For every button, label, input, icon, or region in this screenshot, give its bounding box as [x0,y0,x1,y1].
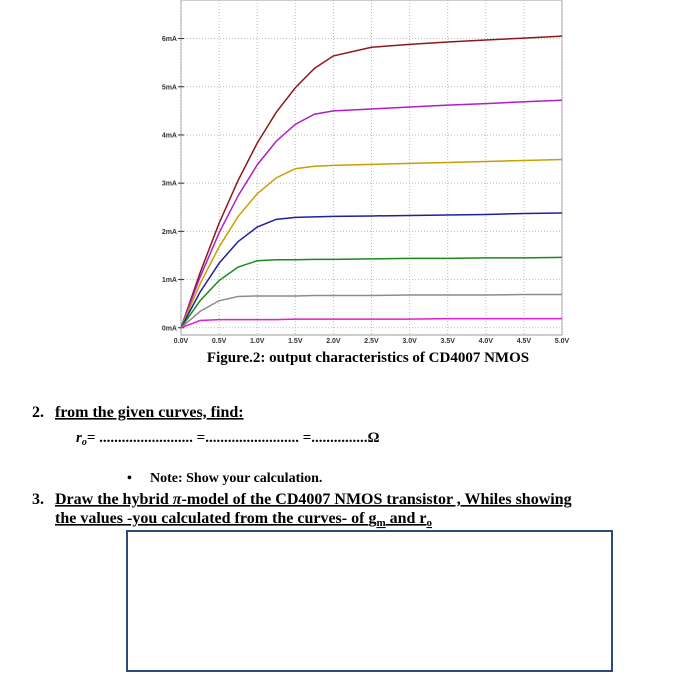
text-part: -model of the CD4007 NMOS transistor , W… [182,491,572,508]
x-tick-label: 4.5V [517,338,532,345]
curve [180,212,563,329]
curve [180,256,563,329]
x-tick-label: 1.0V [250,338,265,345]
plot-frame [180,0,563,336]
formula-symbol: r [76,430,82,446]
y-tick-label: 0mA [162,325,177,332]
question-text: Draw the hybrid π-model of the CD4007 NM… [55,491,572,508]
x-tick-label: 2.5V [364,338,379,345]
x-tick-label: 0.5V [212,338,227,345]
chart: 0.0V 0.5V 1.0V 1.5V 2.0V 2.5V 3.0V 3.5V 4.0V 4.5V… [162,0,570,345]
text-part: Draw the hybrid [55,491,173,508]
formula-subscript: o [82,437,87,448]
x-tick-label: 5.0V [555,338,570,345]
curve [180,35,563,329]
question-number: 2. [32,404,44,421]
subscript: m [376,517,385,529]
formula-rest: = ......................... =...........… [87,430,380,446]
y-tick-label: 2mA [162,229,177,236]
text-part: and r [386,510,427,527]
figure-caption: Figure.2: output characteristics of CD40… [207,350,529,366]
answer-box [126,530,613,672]
y-tick-label: 6mA [162,36,177,43]
note: Note: Show your calculation. [150,471,322,486]
curve [180,158,563,329]
x-tick-label: 0.0V [174,338,189,345]
curve [180,317,562,329]
question-text: the values -you calculated from the curv… [55,510,433,529]
y-tick-label: 4mA [162,132,177,139]
x-tick-label: 4.0V [479,338,494,345]
formula: ro= ......................... =.........… [76,430,380,448]
curve [180,99,563,329]
y-tick-label: 5mA [162,84,177,91]
subscript: o [427,517,433,529]
question-number: 3. [32,491,44,508]
x-tick-label: 1.5V [288,338,303,345]
question-text: from the given curves, find: [55,404,244,421]
bullet: • [127,471,132,486]
x-tick-label: 3.0V [402,338,417,345]
curve [180,293,562,329]
x-tick-label: 2.0V [326,338,341,345]
y-tick-label: 1mA [162,277,177,284]
text-part: g [368,510,376,527]
x-tick-label: 3.5V [440,338,455,345]
text-part: π [173,491,183,508]
text-part: the values -you calculated from the curv… [55,510,368,527]
y-tick-label: 3mA [162,181,177,188]
